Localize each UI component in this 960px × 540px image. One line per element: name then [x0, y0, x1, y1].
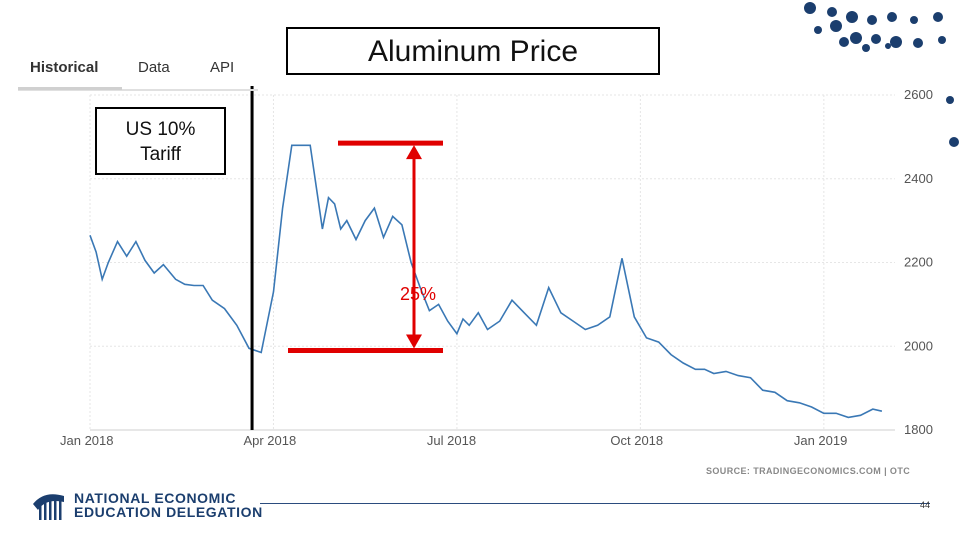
decorative-dot: [846, 11, 858, 23]
y-tick-label: 1800: [904, 422, 933, 437]
change-percent-label: 25%: [400, 284, 436, 304]
x-tick-label: Apr 2018: [243, 433, 296, 448]
decorative-dot: [885, 43, 891, 49]
y-tick-label: 2400: [904, 171, 933, 186]
decorative-dot: [887, 12, 897, 22]
x-tick-label: Jul 2018: [427, 433, 476, 448]
decorative-dot: [938, 36, 946, 44]
x-tick-label: Oct 2018: [610, 433, 663, 448]
decorative-dot: [867, 15, 877, 25]
decorative-dot: [933, 12, 943, 22]
y-axis-ticks: 1800 2000 2200 2400 2600: [904, 87, 933, 437]
chart-tabs: Historical Data API: [18, 55, 258, 91]
decorative-dot: [946, 96, 954, 104]
decorative-dot: [850, 32, 862, 44]
chart-grid: [89, 94, 895, 431]
x-tick-label: Jan 2018: [60, 433, 114, 448]
flag-logo-icon: [33, 494, 64, 520]
price-series-line: [89, 144, 883, 419]
footer-divider: [260, 503, 930, 504]
tab-api[interactable]: API: [210, 59, 235, 76]
chart-title: Aluminum Price: [286, 27, 660, 75]
org-name-line2: EDUCATION DELEGATION: [74, 504, 263, 520]
tab-data[interactable]: Data: [138, 59, 170, 76]
chart-annotations: 25%: [250, 86, 443, 430]
decorative-dot: [804, 2, 816, 14]
tariff-annotation-box: US 10% Tariff: [95, 107, 226, 175]
x-tick-label: Jan 2019: [794, 433, 848, 448]
x-axis-ticks: Jan 2018 Apr 2018 Jul 2018 Oct 2018 Jan 2019: [60, 433, 847, 448]
decorative-dot: [830, 20, 842, 32]
org-name-line1: NATIONAL ECONOMIC: [74, 490, 237, 506]
decorative-dot: [862, 44, 870, 52]
decorative-dot: [827, 7, 837, 17]
tariff-label-line1: US 10%: [125, 119, 196, 140]
decorative-dot: [913, 38, 923, 48]
decorative-dot: [871, 34, 881, 44]
decorative-dots: [790, 0, 960, 150]
y-tick-label: 2200: [904, 255, 933, 270]
y-tick-label: 2600: [904, 87, 933, 102]
tab-underline: [18, 87, 122, 90]
decorative-dot: [949, 137, 959, 147]
decorative-dot: [890, 36, 902, 48]
chart-source: SOURCE: TRADINGECONOMICS.COM | OTC: [706, 466, 911, 476]
change-arrow-head-up: [406, 145, 422, 160]
decorative-dot: [839, 37, 849, 47]
decorative-dot: [910, 16, 918, 24]
tab-historical[interactable]: Historical: [30, 59, 99, 76]
tariff-label-line2: Tariff: [140, 144, 181, 165]
y-tick-label: 2000: [904, 338, 933, 353]
change-arrow-head-down: [406, 334, 422, 349]
page-number: 44: [920, 500, 931, 510]
decorative-dot: [814, 26, 822, 34]
